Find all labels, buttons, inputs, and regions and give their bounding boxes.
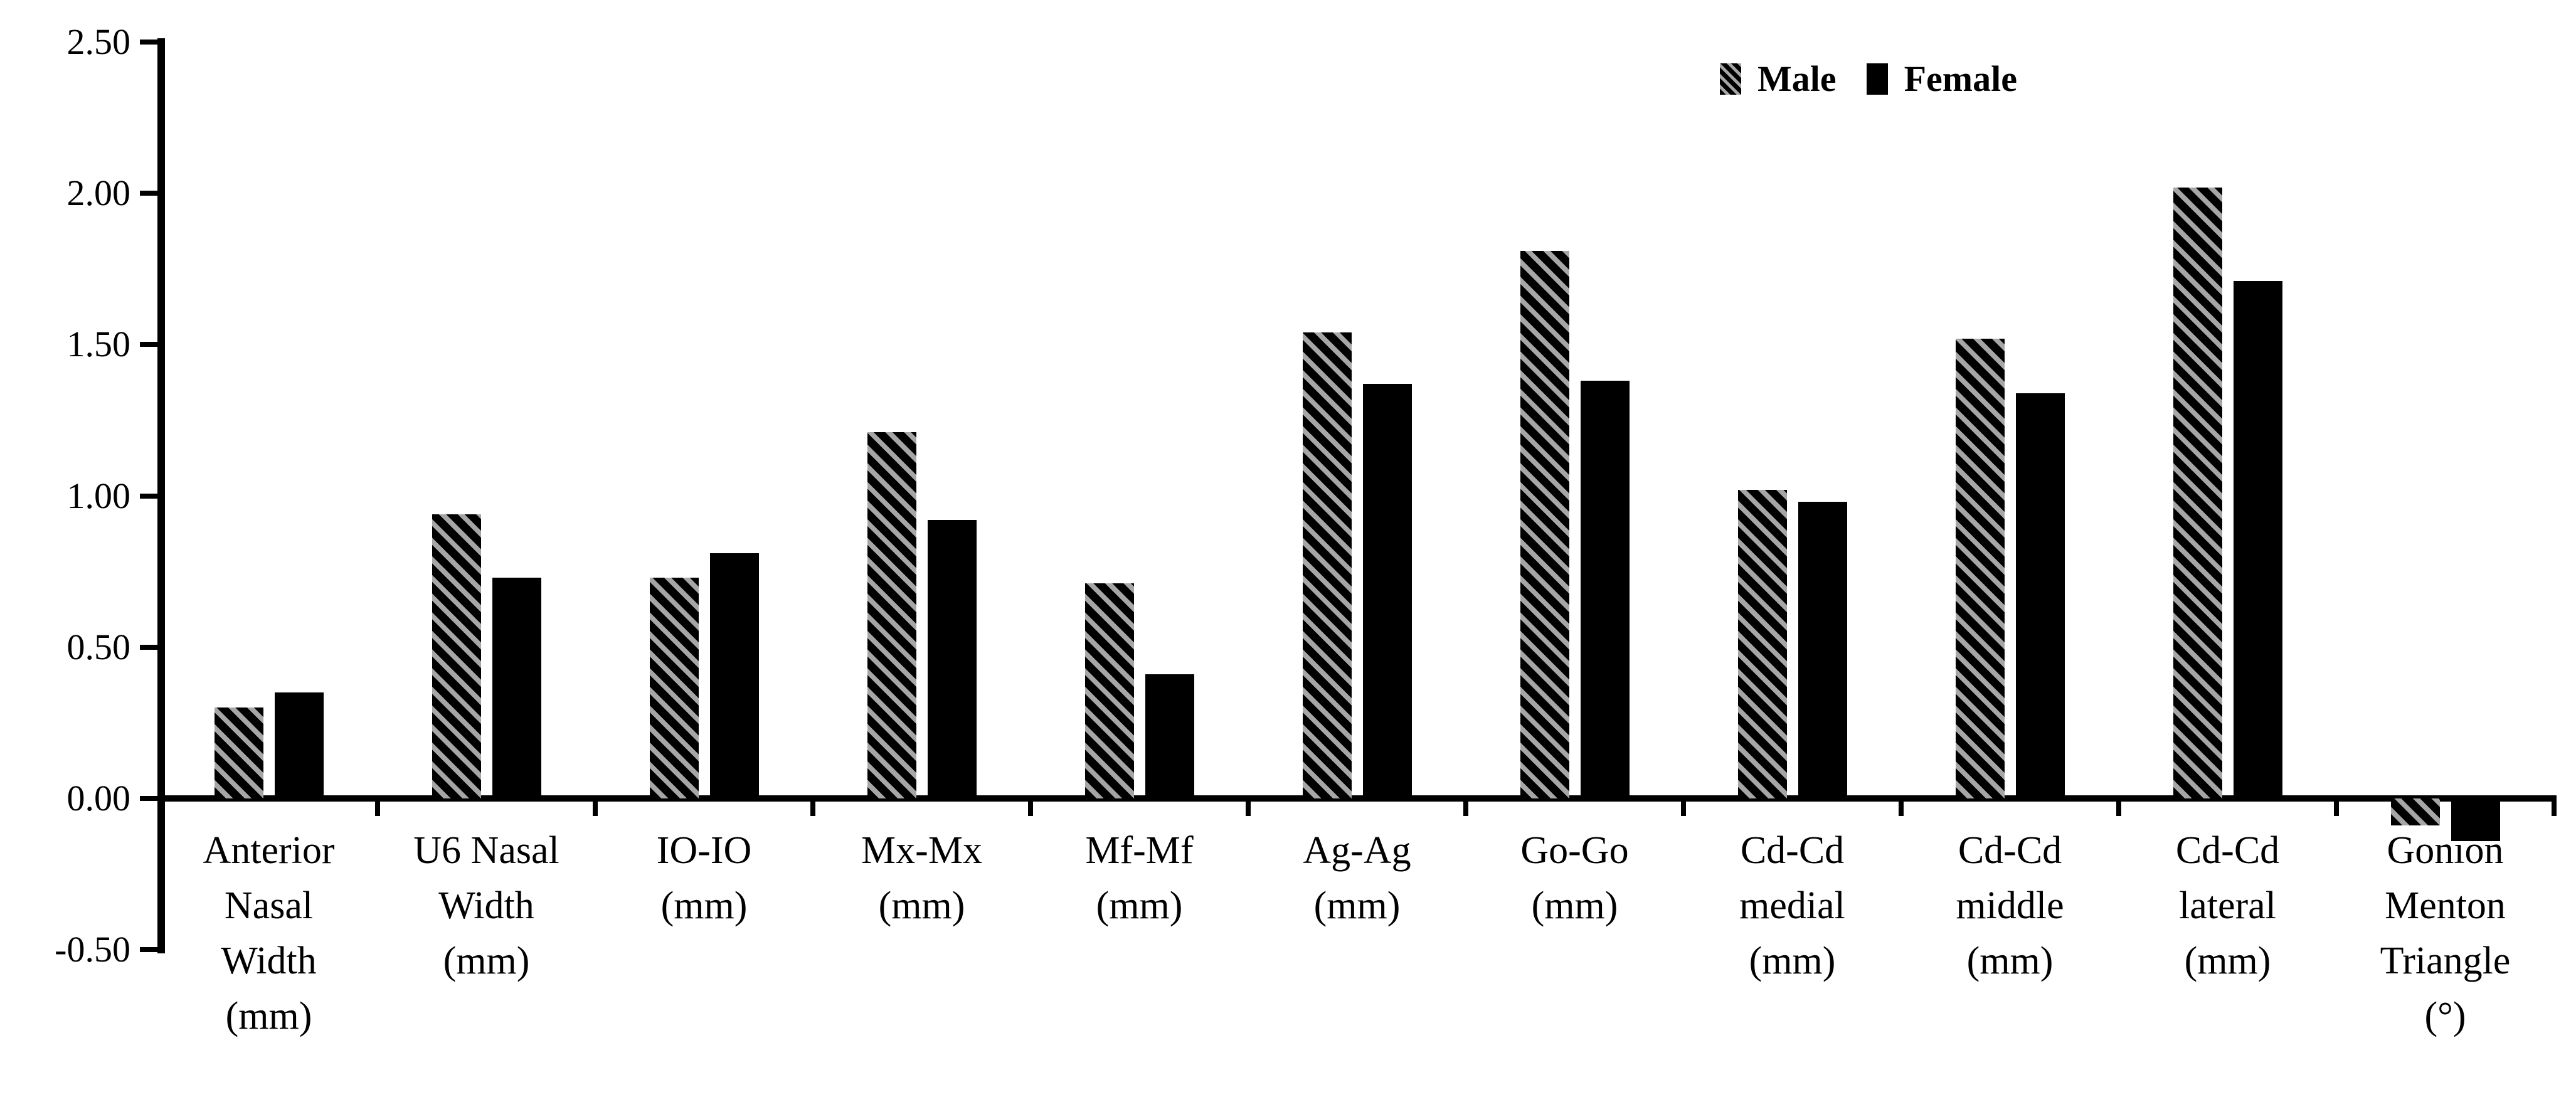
bar-male-11 bbox=[2390, 798, 2440, 826]
y-axis-tick bbox=[140, 796, 157, 801]
x-axis-category-label: Cd-Cd medial (mm) bbox=[1739, 829, 1845, 982]
legend-label-female: Female bbox=[1904, 58, 2017, 99]
x-axis-tick bbox=[2552, 795, 2557, 816]
bar-male-1 bbox=[214, 707, 263, 798]
bar-female-5 bbox=[1145, 674, 1194, 798]
x-axis-tick bbox=[1246, 795, 1251, 816]
y-axis-tick-label: 0.00 bbox=[66, 778, 131, 819]
bar-male-2 bbox=[432, 514, 481, 798]
legend-swatch-male-icon bbox=[1720, 63, 1741, 95]
bar-female-10 bbox=[2233, 281, 2282, 798]
y-axis-tick bbox=[140, 191, 157, 196]
y-axis-tick-label: 2.50 bbox=[66, 21, 131, 62]
x-axis-category-label: Mx-Mx (mm) bbox=[861, 829, 982, 927]
x-axis-tick bbox=[2116, 795, 2121, 816]
bar-female-7 bbox=[1580, 381, 1630, 798]
bar-male-6 bbox=[1302, 332, 1352, 798]
x-axis-tick bbox=[1028, 795, 1033, 816]
x-axis-category-label: Cd-Cd lateral (mm) bbox=[2175, 829, 2280, 982]
y-axis-tick-label: 1.00 bbox=[66, 475, 131, 516]
x-axis-category-label: IO-IO (mm) bbox=[656, 829, 752, 927]
x-axis-category-label: Gonion Menton Triangle (°) bbox=[2380, 829, 2511, 1037]
bar-female-9 bbox=[2015, 393, 2065, 798]
y-axis-tick bbox=[140, 493, 157, 499]
x-axis-tick bbox=[375, 795, 380, 816]
x-axis-tick bbox=[1899, 795, 1904, 816]
chart-legend: Male Female bbox=[1720, 58, 2017, 100]
bar-male-4 bbox=[867, 432, 916, 798]
x-axis-category-label: Mf-Mf (mm) bbox=[1085, 829, 1194, 927]
bar-female-3 bbox=[709, 553, 759, 798]
bar-female-11 bbox=[2451, 798, 2500, 841]
bar-female-8 bbox=[1798, 502, 1847, 798]
legend-label-male: Male bbox=[1757, 58, 1837, 99]
x-axis-line bbox=[157, 795, 2557, 802]
y-axis-tick bbox=[140, 40, 157, 45]
x-axis-tick bbox=[1463, 795, 1468, 816]
bar-female-4 bbox=[927, 520, 977, 798]
y-axis-tick bbox=[140, 947, 157, 953]
x-axis-category-label: Go-Go (mm) bbox=[1520, 829, 1629, 927]
y-axis-tick-label: -0.50 bbox=[55, 929, 130, 970]
y-axis-tick-label: 2.00 bbox=[66, 172, 131, 214]
x-axis-tick bbox=[1681, 795, 1686, 816]
y-axis-tick bbox=[140, 644, 157, 650]
y-axis-tick-label: 1.50 bbox=[66, 324, 131, 365]
x-axis-tick bbox=[2334, 795, 2339, 816]
x-axis-category-label: Cd-Cd middle (mm) bbox=[1956, 829, 2064, 982]
y-axis-line bbox=[157, 38, 165, 954]
bar-male-5 bbox=[1084, 583, 1134, 798]
legend-item-male: Male bbox=[1720, 58, 1837, 100]
bar-male-8 bbox=[1737, 489, 1787, 798]
bar-female-6 bbox=[1362, 384, 1412, 798]
legend-item-female: Female bbox=[1866, 58, 2017, 100]
legend-swatch-female-icon bbox=[1866, 63, 1888, 95]
bar-female-2 bbox=[492, 577, 541, 798]
x-axis-tick bbox=[593, 795, 598, 816]
bar-male-3 bbox=[649, 577, 699, 798]
bar-male-7 bbox=[1520, 250, 1569, 798]
bar-male-9 bbox=[1955, 338, 2005, 798]
bar-male-10 bbox=[2173, 187, 2222, 798]
bar-female-1 bbox=[274, 692, 324, 798]
y-axis-tick bbox=[140, 342, 157, 347]
x-axis-category-label: Ag-Ag (mm) bbox=[1303, 829, 1411, 927]
y-axis-tick-label: 0.50 bbox=[66, 626, 131, 667]
x-axis-tick bbox=[810, 795, 815, 816]
x-axis-category-label: U6 Nasal Width (mm) bbox=[413, 829, 559, 982]
x-axis-category-label: Anterior Nasal Width (mm) bbox=[203, 829, 335, 1037]
